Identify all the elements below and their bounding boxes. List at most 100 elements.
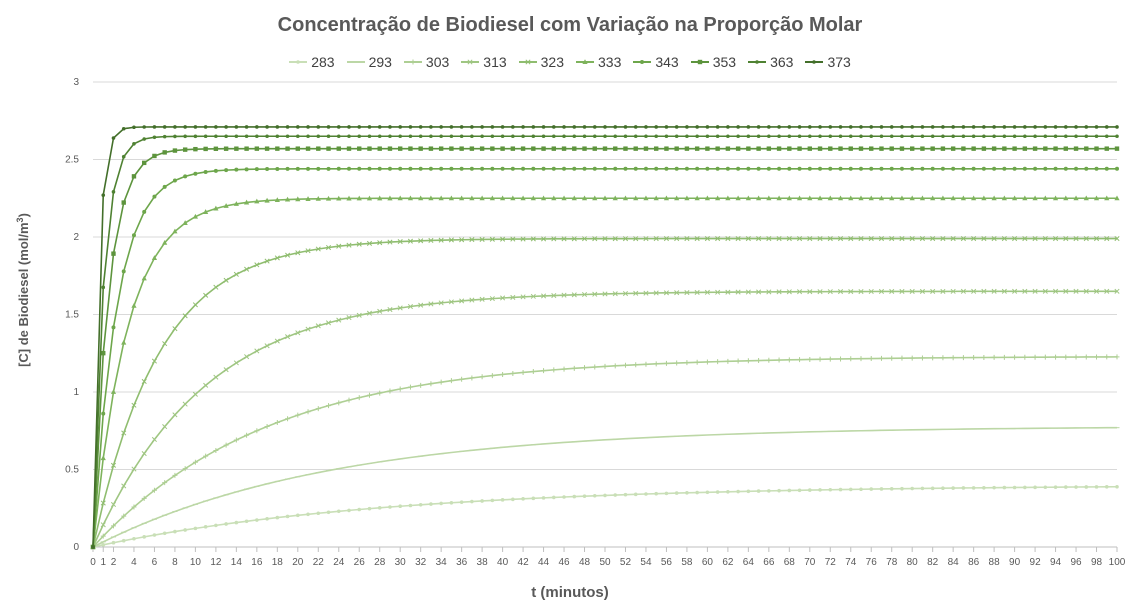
data-point [428, 237, 434, 244]
data-point [817, 236, 823, 242]
data-point [142, 535, 146, 539]
data-point [418, 166, 423, 171]
data-point [377, 146, 382, 151]
data-point [500, 295, 506, 301]
data-point [777, 488, 781, 493]
data-point [1043, 146, 1048, 151]
data-point [469, 375, 475, 381]
data-point [438, 300, 444, 306]
data-point [602, 195, 608, 201]
data-point [111, 540, 116, 545]
data-point [162, 480, 168, 486]
data-point [356, 395, 362, 401]
data-point [633, 290, 639, 296]
data-point [581, 236, 588, 242]
data-point [787, 134, 792, 139]
data-point [449, 166, 454, 171]
data-point [223, 277, 229, 283]
data-point [981, 354, 987, 360]
data-point [1073, 354, 1079, 360]
data-point [643, 166, 648, 171]
data-point [571, 292, 577, 298]
data-point [745, 236, 751, 242]
x-tick-label: 8 [172, 557, 178, 568]
data-point [479, 236, 485, 242]
data-point [131, 466, 137, 472]
data-point [521, 134, 525, 139]
data-point [305, 409, 311, 415]
data-point [1042, 235, 1048, 242]
data-point [612, 291, 618, 297]
data-point [868, 356, 874, 362]
data-point [326, 510, 331, 515]
data-point [736, 166, 741, 171]
data-point [756, 358, 762, 364]
data-point [121, 339, 127, 345]
data-point [961, 134, 966, 139]
data-point [561, 236, 567, 242]
data-point [142, 125, 146, 129]
data-point [623, 125, 628, 129]
data-point [521, 166, 526, 171]
data-point [459, 376, 465, 382]
data-point [541, 496, 546, 500]
data-point [244, 519, 249, 524]
data-point [1012, 134, 1017, 139]
data-point [459, 125, 464, 129]
x-tick-label: 90 [1009, 557, 1021, 568]
data-point [592, 134, 597, 139]
data-point [961, 146, 966, 151]
data-point [572, 146, 577, 151]
data-point [653, 290, 659, 296]
x-tick-label: 36 [456, 557, 468, 568]
data-point [489, 296, 495, 302]
legend-item: 333 [576, 54, 621, 70]
data-point [704, 289, 710, 295]
data-point [285, 514, 290, 519]
data-point [1053, 235, 1059, 242]
data-point [613, 146, 618, 151]
data-point [704, 236, 710, 242]
data-point [121, 269, 126, 274]
data-point [746, 125, 751, 129]
data-point [838, 487, 843, 492]
data-point [234, 134, 239, 139]
data-point [941, 486, 945, 490]
data-point [1074, 485, 1078, 489]
data-point [101, 193, 106, 197]
data-point [643, 195, 649, 201]
data-point [663, 236, 669, 242]
data-point [111, 325, 116, 330]
data-point [438, 195, 444, 201]
data-point [685, 134, 689, 139]
data-point [940, 235, 946, 242]
data-point [612, 363, 618, 369]
data-point [172, 326, 178, 332]
data-point [756, 125, 761, 129]
data-point [428, 195, 434, 201]
data-point [448, 237, 454, 243]
x-tick-label: 6 [152, 557, 158, 568]
legend-item: 343 [633, 54, 679, 70]
data-point [674, 491, 679, 495]
data-point [715, 125, 720, 129]
data-point [971, 355, 977, 361]
data-point [407, 384, 413, 390]
data-point [1032, 195, 1038, 201]
data-point [162, 424, 168, 430]
data-point [971, 195, 977, 201]
data-point [520, 369, 526, 375]
data-point [909, 355, 915, 361]
data-point [214, 125, 218, 129]
x-tick-label: 84 [948, 557, 960, 568]
data-point [295, 166, 300, 171]
data-point [439, 501, 443, 506]
data-point [531, 146, 536, 151]
data-point [172, 472, 178, 478]
x-tick-label: 74 [845, 557, 857, 568]
data-point [971, 125, 976, 129]
data-point [1115, 125, 1119, 129]
data-point [193, 134, 198, 139]
data-point [1001, 195, 1007, 201]
data-point [623, 146, 628, 151]
